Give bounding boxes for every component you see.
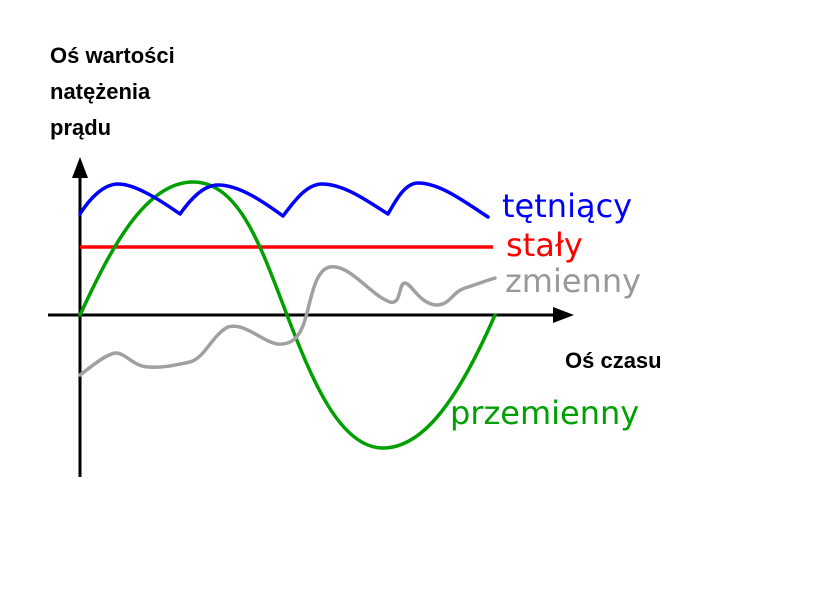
series-tętniący-line xyxy=(78,181,490,219)
x-axis-arrow-icon xyxy=(553,307,574,323)
x-axis-label: Oś czasu xyxy=(565,348,662,373)
y-axis-arrow-icon xyxy=(72,157,88,178)
y-axis-label-line-1: Oś wartości xyxy=(50,43,175,68)
y-axis-label: Oś wartości natężenia prądu xyxy=(50,38,175,146)
axes xyxy=(48,157,574,477)
series-label-przemienny: przemienny xyxy=(450,394,640,432)
series-label-zmienny: zmienny xyxy=(505,262,642,300)
series-zmienny-line xyxy=(78,265,497,377)
series-label-stały: stały xyxy=(506,226,583,264)
series-przemienny-line xyxy=(78,180,497,450)
y-axis-label-line-2: natężenia xyxy=(50,79,151,104)
series-label-tętniący: tętniący xyxy=(502,187,633,225)
y-axis-label-line-3: prądu xyxy=(50,115,112,140)
